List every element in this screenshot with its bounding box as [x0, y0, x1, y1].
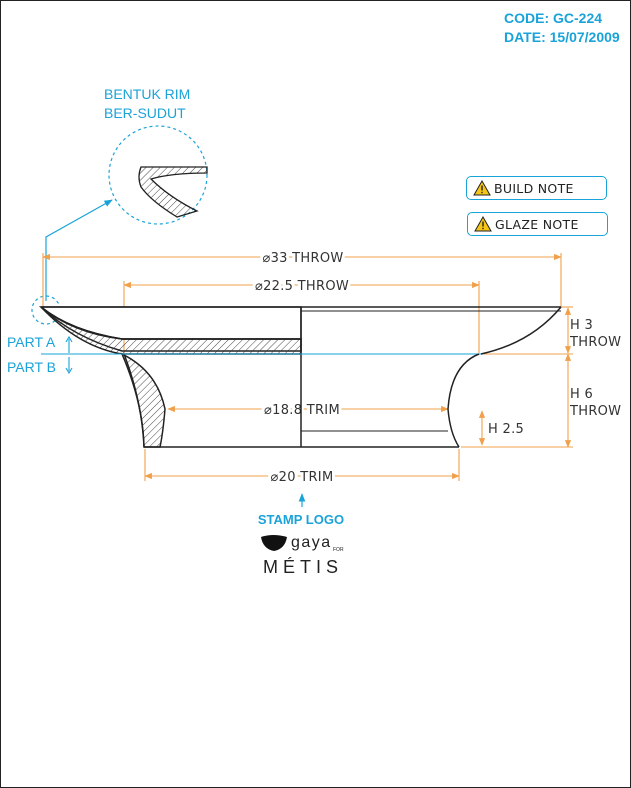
- glaze-note-label: GLAZE NOTE: [495, 216, 579, 232]
- warning-icon: [473, 180, 491, 196]
- part-b-label: PART B: [7, 359, 56, 375]
- dim-h6-line2: THROW: [569, 404, 621, 419]
- dimension-lines: [42, 253, 573, 481]
- build-note-button[interactable]: BUILD NOTE: [466, 176, 607, 200]
- date-label: DATE: 15/07/2009: [504, 29, 620, 45]
- logo-sub: MÉTIS: [263, 557, 343, 577]
- callout-line2: BER-SUDUT: [104, 105, 186, 121]
- code-label: CODE: GC-224: [504, 10, 602, 26]
- stamp-label: STAMP LOGO: [258, 512, 344, 527]
- build-note-label: BUILD NOTE: [494, 180, 574, 196]
- logo: gaya FOR MÉTIS: [261, 534, 344, 577]
- dim-h3-line1: H 3: [570, 318, 593, 333]
- callout-line1: BENTUK RIM: [104, 86, 190, 102]
- glaze-note-button[interactable]: GLAZE NOTE: [467, 212, 608, 236]
- dim-d18-8: ⌀18.8 TRIM: [264, 403, 340, 418]
- logo-brand: gaya: [291, 534, 332, 551]
- vessel-profile: [38, 306, 562, 448]
- dim-d22-5: ⌀22.5 THROW: [255, 279, 349, 294]
- dim-h2-5: H 2.5: [488, 422, 524, 437]
- callout-leader: [45, 199, 113, 301]
- dim-d33: ⌀33 THROW: [262, 251, 343, 266]
- logo-for: FOR: [333, 547, 344, 553]
- dim-h3-line2: THROW: [569, 335, 621, 350]
- warning-icon: [474, 216, 492, 232]
- part-a-label: PART A: [7, 334, 56, 350]
- rim-detail-circle: [108, 125, 208, 225]
- dim-d20: ⌀20 TRIM: [271, 470, 334, 485]
- dim-h6-line1: H 6: [570, 387, 593, 402]
- part-arrows: [65, 335, 73, 375]
- bowl-logo-icon: [261, 535, 287, 551]
